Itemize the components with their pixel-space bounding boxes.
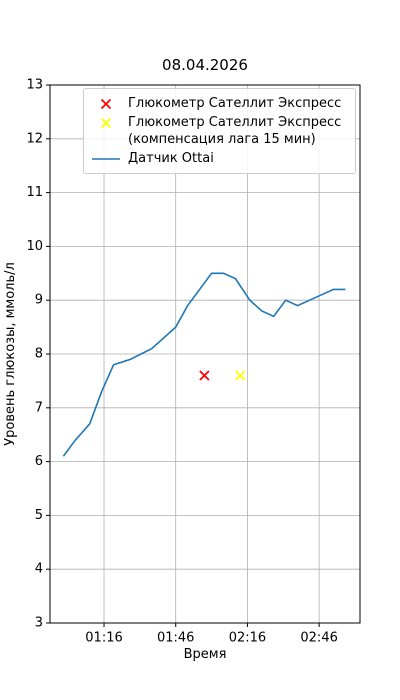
legend-swatch	[92, 158, 120, 160]
legend: Глюкометр Сателлит Экспресс Глюкометр Сат…	[83, 88, 356, 174]
marker	[100, 98, 112, 110]
y-tick-label: 6	[35, 454, 43, 469]
x-tick-label: 02:46	[300, 631, 337, 646]
legend-label: Датчик Ottai	[128, 151, 214, 166]
marker-stroke	[199, 370, 210, 381]
marker-stroke	[100, 98, 112, 110]
y-tick-label: 10	[26, 239, 43, 254]
series-line	[62, 272, 346, 457]
legend-entry: Датчик Ottai	[84, 150, 355, 167]
legend-swatch	[100, 98, 112, 110]
x-tick-label: 01:46	[157, 631, 194, 646]
legend-key	[84, 150, 128, 167]
y-tick-label: 7	[35, 400, 43, 415]
y-tick-label: 5	[35, 508, 43, 523]
marker-stroke	[235, 370, 246, 381]
y-tick-label: 9	[35, 293, 43, 308]
legend-label: Глюкометр Сателлит Экспресс (компенсация…	[128, 115, 342, 147]
x-tick-label: 01:16	[85, 631, 122, 646]
marker	[199, 370, 210, 381]
plot-frame	[49, 84, 361, 624]
y-tick-label: 8	[35, 347, 43, 362]
marker	[100, 117, 112, 129]
y-axis-label: Уровень глюкозы, ммоль/л	[3, 262, 18, 446]
y-tick-label: 13	[26, 78, 43, 93]
legend-swatch	[100, 117, 112, 129]
legend-entry: Глюкометр Сателлит Экспресс	[84, 95, 355, 112]
chart-title: 08.04.2026	[162, 56, 248, 74]
marker-stroke	[100, 117, 112, 129]
legend-key	[84, 95, 128, 112]
legend-entry: Глюкометр Сателлит Экспресс (компенсация…	[84, 114, 355, 148]
y-tick-label: 12	[26, 131, 43, 146]
marker	[235, 370, 246, 381]
legend-label: Глюкометр Сателлит Экспресс	[128, 96, 342, 111]
x-tick-label: 02:16	[229, 631, 266, 646]
legend-key	[84, 114, 128, 131]
x-axis-label: Время	[184, 647, 227, 662]
y-tick-label: 4	[35, 562, 43, 577]
y-tick-label: 3	[35, 616, 43, 631]
y-tick-label: 11	[26, 185, 43, 200]
